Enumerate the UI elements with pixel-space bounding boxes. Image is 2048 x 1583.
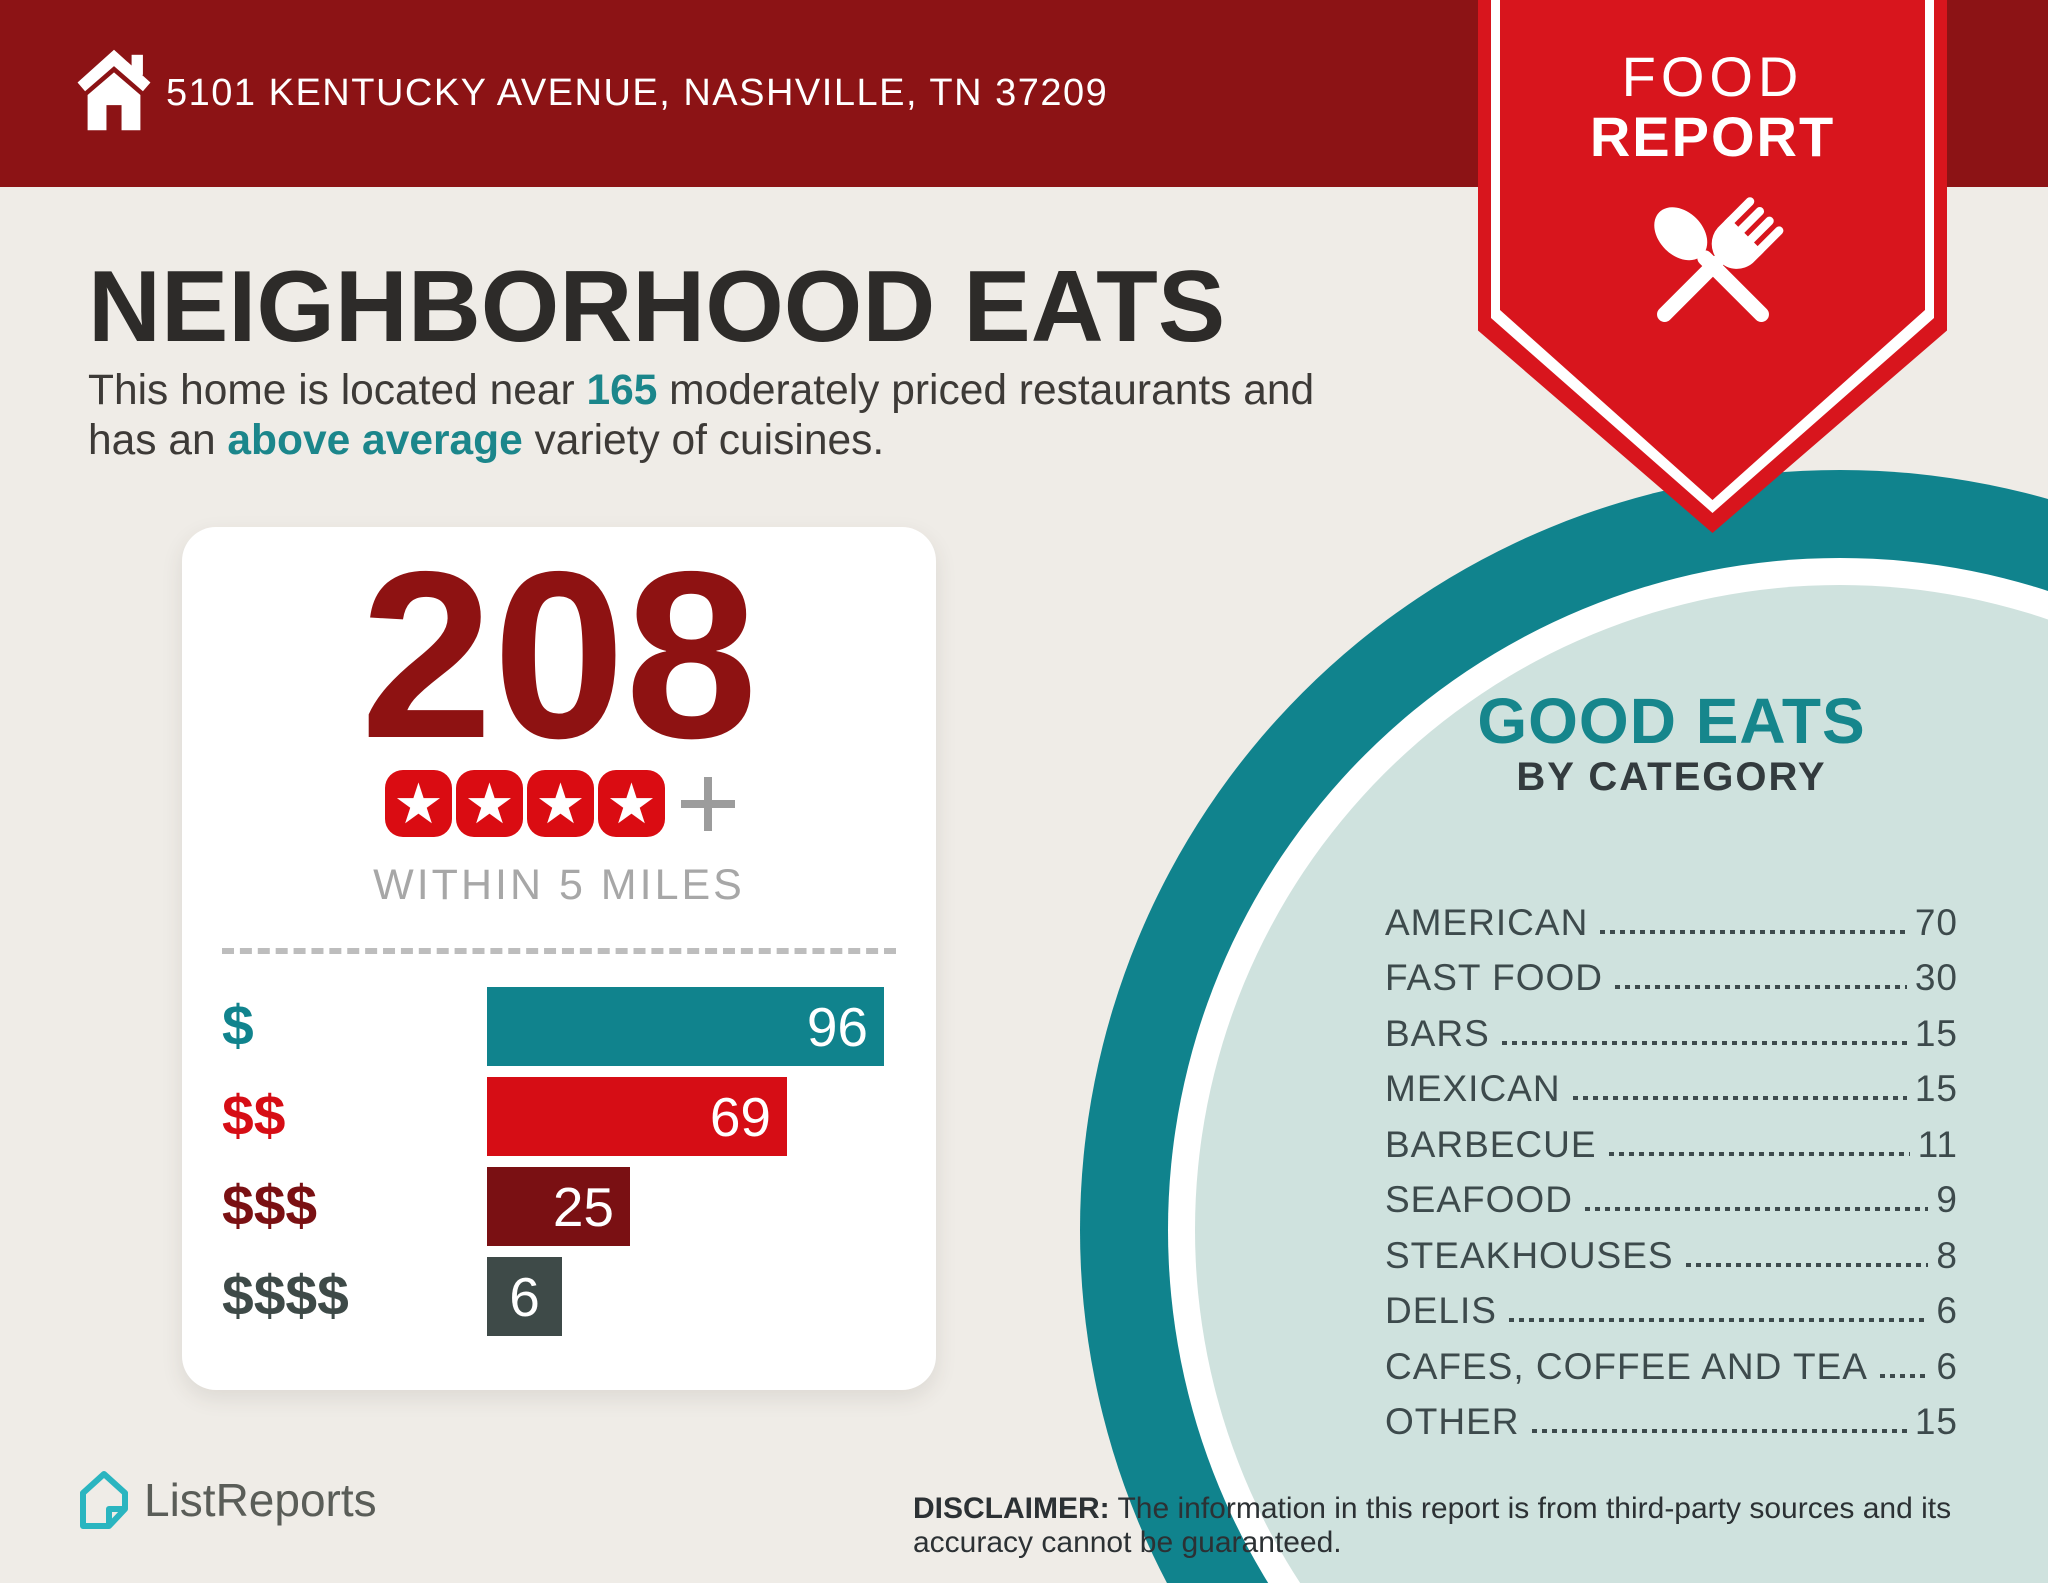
dot-leader xyxy=(1508,1318,1929,1322)
category-label: STEAKHOUSES xyxy=(1385,1234,1674,1276)
good-eats-title: GOOD EATS xyxy=(1477,685,1866,757)
category-value: 9 xyxy=(1936,1179,1958,1220)
category-value: 6 xyxy=(1936,1345,1958,1387)
listreports-brand: ListReports xyxy=(78,1468,377,1532)
category-row: STEAKHOUSES 8 xyxy=(1385,1220,1958,1276)
dot-leader xyxy=(1608,1151,1910,1156)
disclaimer-label: DISCLAIMER: xyxy=(913,1492,1110,1525)
star-glyph: ★ xyxy=(606,771,657,835)
price-tier-label: $ xyxy=(222,994,254,1058)
price-tier-row: $$$$ 6 xyxy=(182,1257,936,1336)
star-glyph: ★ xyxy=(464,771,515,835)
category-value: 8 xyxy=(1936,1234,1958,1276)
category-row: BARBECUE 11 xyxy=(1385,1109,1958,1165)
price-tier-row: $$$ 25 xyxy=(182,1167,936,1246)
intro-line2-lead: has an xyxy=(88,417,228,464)
price-tier-bar-chart: $96 $$ 69 $$$ 25 $$$$ 6 xyxy=(182,987,936,1336)
restaurant-count: 165 xyxy=(586,367,658,414)
dot-leader xyxy=(1879,1373,1929,1378)
ribbon-title-line2: REPORT xyxy=(1589,105,1836,168)
category-row: AMERICAN 70 xyxy=(1385,887,1958,943)
category-value: 11 xyxy=(1917,1123,1958,1165)
variety-highlight: above average xyxy=(227,417,523,464)
dot-leader xyxy=(1531,1429,1907,1433)
dashed-divider xyxy=(222,948,896,954)
category-value: 15 xyxy=(1914,1012,1958,1054)
dot-leader xyxy=(1685,1262,1929,1267)
price-tier-row: $$ 69 xyxy=(182,1077,936,1156)
page-title: NEIGHBORHOOD EATS xyxy=(88,251,1226,363)
price-tier-label: $$ xyxy=(222,1084,286,1148)
category-label: BARBECUE xyxy=(1385,1123,1597,1165)
summary-card: 208 ★ ★ ★ ★ WITHIN 5 MILES $96 $$ 69 $$$ 25 $$$$… xyxy=(182,527,936,1390)
price-tier-bar: 6 xyxy=(487,1257,562,1336)
disclaimer-text: DISCLAIMER: The information in this repo… xyxy=(913,1492,1993,1560)
star-glyph: ★ xyxy=(535,771,586,835)
star-icon: ★ xyxy=(385,770,452,837)
food-report-ribbon: FOOD REPORT xyxy=(1478,0,1947,533)
dot-leader xyxy=(1572,1096,1907,1100)
star-rating: ★ ★ ★ ★ xyxy=(182,770,936,837)
star-icon: ★ xyxy=(456,770,523,837)
price-tier-label: $$$ xyxy=(222,1174,318,1238)
total-restaurant-count: 208 xyxy=(360,523,758,788)
category-label: BARS xyxy=(1385,1012,1490,1054)
good-eats-subtitle: BY CATEGORY xyxy=(1516,755,1827,799)
category-value: 6 xyxy=(1936,1290,1958,1331)
intro-line1: This home is located near 165 moderately… xyxy=(88,366,1314,416)
category-value: 30 xyxy=(1914,957,1958,998)
category-label: FAST FOOD xyxy=(1385,957,1604,998)
listreports-brand-name: ListReports xyxy=(144,1474,377,1526)
good-eats-panel: GOOD EATS BY CATEGORY AMERICAN 70 FAST FOO… xyxy=(1385,688,1958,1442)
price-tier-bar: 25 xyxy=(487,1167,630,1246)
dot-leader xyxy=(1501,1040,1907,1045)
category-row: DELIS 6 xyxy=(1385,1276,1958,1332)
category-value: 15 xyxy=(1914,1068,1958,1109)
dot-leader xyxy=(1600,929,1907,934)
category-row: SEAFOOD 9 xyxy=(1385,1165,1958,1221)
category-list: AMERICAN 70 FAST FOOD 30 BARS 15 MEXICAN 15 BARB… xyxy=(1385,887,1958,1442)
category-label: OTHER xyxy=(1385,1401,1520,1442)
price-tier-bar: 69 xyxy=(487,1077,787,1156)
plus-icon xyxy=(681,776,735,831)
price-tier-bar: 96 xyxy=(487,987,884,1066)
price-tier-row: $96 xyxy=(182,987,936,1066)
radius-label: WITHIN 5 MILES xyxy=(373,861,745,909)
spoon-fork-icon xyxy=(1653,197,1783,322)
category-label: DELIS xyxy=(1385,1290,1497,1331)
category-row: FAST FOOD 30 xyxy=(1385,943,1958,999)
category-label: AMERICAN xyxy=(1385,901,1589,943)
category-value: 15 xyxy=(1914,1401,1958,1442)
listreports-logo-icon xyxy=(80,1471,128,1529)
disclaimer-body: The information in this report is from t… xyxy=(913,1492,1952,1559)
intro-text: This home is located near 165 moderately… xyxy=(88,366,1314,466)
category-label: CAFES, COFFEE AND TEA xyxy=(1385,1345,1868,1387)
category-label: MEXICAN xyxy=(1385,1068,1561,1109)
intro-line2-tail: variety of cuisines. xyxy=(522,417,885,464)
home-icon xyxy=(77,49,151,131)
intro-lead: This home is located near xyxy=(88,367,587,414)
property-address: 5101 KENTUCKY AVENUE, NASHVILLE, TN 3720… xyxy=(166,72,1109,114)
star-glyph: ★ xyxy=(393,771,444,835)
category-label: SEAFOOD xyxy=(1385,1179,1573,1220)
price-tier-label: $$$$ xyxy=(222,1264,349,1328)
category-row: CAFES, COFFEE AND TEA 6 xyxy=(1385,1331,1958,1387)
category-row: BARS 15 xyxy=(1385,998,1958,1054)
star-icon: ★ xyxy=(527,770,594,837)
ribbon-title-line1: FOOD xyxy=(1621,45,1804,108)
star-icon: ★ xyxy=(598,770,665,837)
category-value: 70 xyxy=(1914,901,1958,943)
category-row: OTHER 15 xyxy=(1385,1387,1958,1443)
intro-middle: moderately priced restaurants and xyxy=(657,367,1315,414)
dot-leader xyxy=(1584,1207,1929,1211)
dot-leader xyxy=(1615,985,1907,989)
category-row: MEXICAN 15 xyxy=(1385,1054,1958,1110)
intro-line2: has an above average variety of cuisines… xyxy=(88,416,1314,466)
